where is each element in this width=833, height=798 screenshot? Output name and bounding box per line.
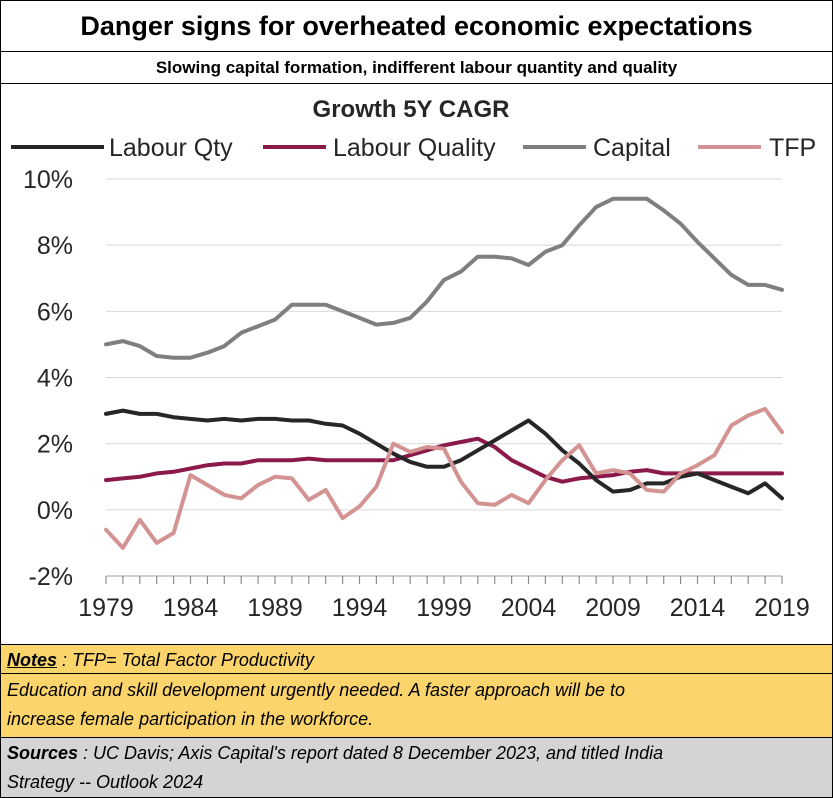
- y-tick-label: -2%: [29, 563, 73, 591]
- y-tick-label: 4%: [37, 365, 73, 393]
- x-tick-label: 1999: [416, 594, 472, 622]
- page-title: Danger signs for overheated economic exp…: [1, 1, 832, 52]
- series-line-labour-qty: [104, 408, 784, 501]
- x-tick-label: 1989: [247, 594, 303, 622]
- x-tick-label: 2019: [754, 594, 810, 622]
- notes-label: Notes: [7, 650, 58, 670]
- series-line-tfp: [104, 406, 784, 550]
- legend-item: TFP: [698, 134, 816, 162]
- x-axis: 1979 1984 1989 1994 1999 2004 2009 2014 2019: [78, 575, 810, 622]
- series-line-labour-quality: [104, 436, 784, 484]
- y-axis: 10% 8% 6% 4% 2% 0% -2%: [23, 166, 73, 591]
- notes-text: : TFP= Total Factor Productivity: [57, 650, 314, 670]
- sources-row: Sources : UC Davis; Axis Capital's repor…: [1, 738, 832, 797]
- advice-line-1: Education and skill development urgently…: [7, 680, 626, 700]
- legend-label: Labour Quality: [333, 134, 496, 162]
- y-tick-label: 8%: [37, 232, 73, 260]
- chart-title: Growth 5Y CAGR: [313, 96, 510, 123]
- series-lines: [104, 196, 784, 550]
- y-tick-label: 10%: [23, 166, 73, 194]
- series-line-capital: [104, 196, 784, 360]
- x-tick-label: 1984: [163, 594, 219, 622]
- x-tick-label: 1994: [332, 594, 388, 622]
- advice-text: Education and skill development urgently…: [1, 674, 832, 738]
- legend: Labour Qty Labour Quality Capital TFP: [11, 134, 816, 162]
- sources-label: Sources: [7, 743, 79, 763]
- line-chart: Growth 5Y CAGR Labour Qty Labour Quality C…: [11, 96, 816, 622]
- x-tick-label: 2004: [501, 594, 557, 622]
- y-tick-label: 2%: [37, 431, 73, 459]
- notes-row: Notes : TFP= Total Factor Productivity: [1, 644, 832, 674]
- x-tick-label: 2009: [585, 594, 641, 622]
- x-tick-label: 2014: [670, 594, 726, 622]
- legend-label: TFP: [769, 134, 816, 162]
- sources-line-1: : UC Davis; Axis Capital's report dated …: [78, 743, 664, 763]
- advice-line-2: increase female participation in the wor…: [7, 709, 374, 729]
- gridlines: [106, 178, 782, 577]
- legend-item: Labour Quality: [263, 134, 496, 162]
- sources-line-2: Strategy -- Outlook 2024: [7, 772, 204, 792]
- y-tick-label: 0%: [37, 497, 73, 525]
- page-subtitle: Slowing capital formation, indifferent l…: [1, 52, 832, 84]
- x-tick-label: 1979: [78, 594, 134, 622]
- legend-label: Capital: [593, 134, 671, 162]
- legend-item: Labour Qty: [11, 134, 233, 162]
- legend-item: Capital: [523, 134, 671, 162]
- y-tick-label: 6%: [37, 298, 73, 326]
- legend-label: Labour Qty: [109, 134, 233, 162]
